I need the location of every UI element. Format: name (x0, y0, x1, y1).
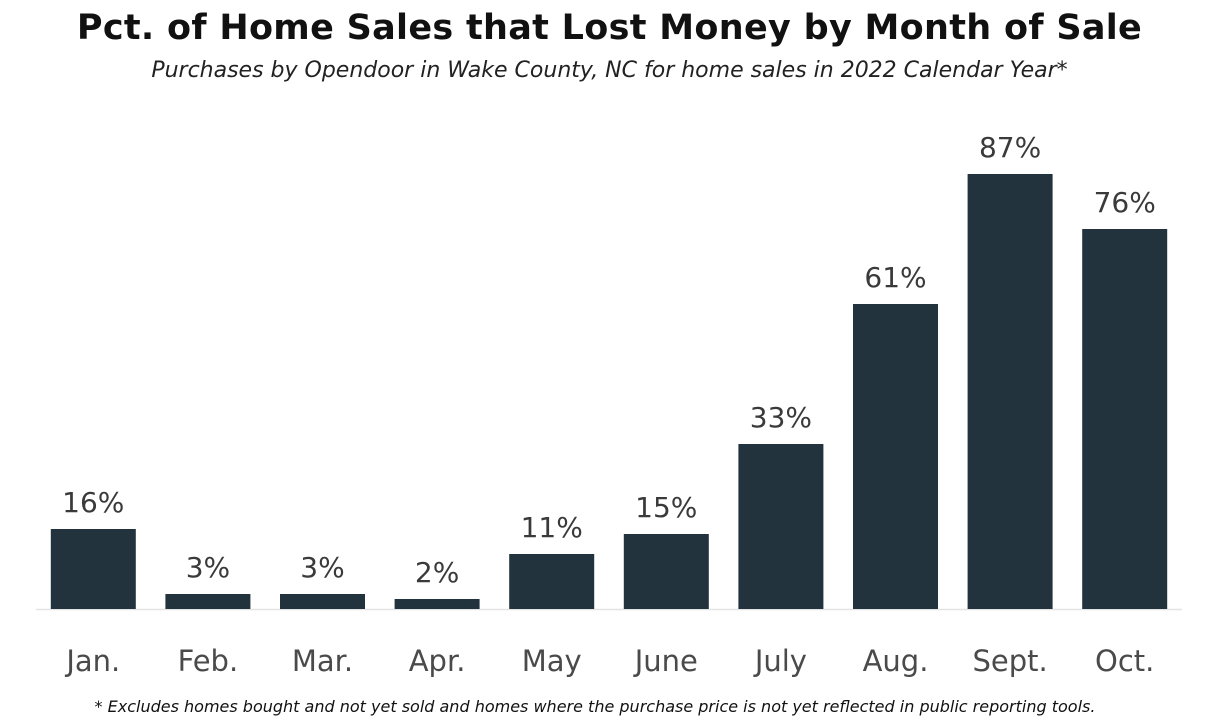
bars-group (50, 174, 1168, 609)
bar-apr (394, 599, 480, 609)
x-tick-label-may: May (522, 644, 582, 678)
x-tick-label-mar: Mar. (292, 644, 353, 678)
chart-footnote: * Excludes homes bought and not yet sold… (94, 697, 1096, 716)
x-tick-label-july: July (753, 644, 807, 678)
value-label-feb: 3% (186, 551, 230, 584)
bar-july (738, 444, 824, 609)
value-label-june: 15% (635, 491, 697, 524)
bar-sept (967, 174, 1053, 609)
value-label-aug: 61% (864, 261, 926, 294)
bar-may (509, 554, 595, 609)
value-label-mar: 3% (300, 551, 344, 584)
chart-title: Pct. of Home Sales that Lost Money by Mo… (76, 8, 1143, 48)
x-tick-label-june: June (633, 644, 698, 678)
value-label-may: 11% (521, 511, 583, 544)
x-tick-label-aug: Aug. (863, 644, 929, 678)
bar-june (623, 534, 709, 609)
bar-feb (165, 594, 251, 609)
value-label-oct: 76% (1094, 186, 1156, 219)
x-tick-label-sept: Sept. (972, 644, 1047, 678)
bar-aug (853, 304, 938, 609)
x-tick-labels-group: Jan. Feb. Mar. Apr. May June July Aug. Sept. Oct. (64, 644, 1154, 678)
value-label-apr: 2% (415, 556, 459, 589)
bar-mar (280, 594, 365, 609)
value-label-july: 33% (750, 401, 812, 434)
value-label-sept: 87% (979, 131, 1041, 164)
value-label-jan: 16% (62, 486, 124, 519)
value-labels-group: 16% 3% 3% 2% 11% 15% 33% 61% 87% 76% (62, 131, 1156, 589)
x-tick-label-jan: Jan. (64, 644, 120, 678)
bar-oct (1082, 229, 1168, 609)
x-tick-label-oct: Oct. (1095, 644, 1154, 678)
bar-jan (50, 529, 136, 609)
chart-subtitle: Purchases by Opendoor in Wake County, NC… (151, 58, 1068, 83)
x-tick-label-feb: Feb. (178, 644, 239, 678)
x-tick-label-apr: Apr. (409, 644, 466, 678)
